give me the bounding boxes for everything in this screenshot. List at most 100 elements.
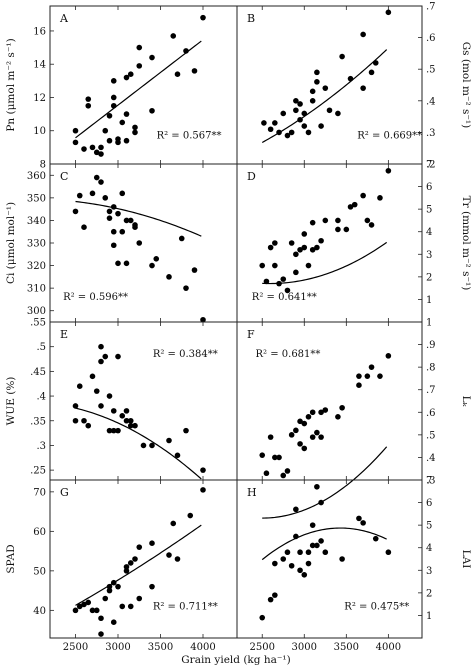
data-point xyxy=(85,422,92,429)
data-point xyxy=(305,549,312,556)
data-point xyxy=(267,434,274,440)
data-point xyxy=(110,408,117,414)
y-tick-label: 330 xyxy=(27,239,46,250)
y-tick-label: 5 xyxy=(426,205,432,216)
y-tick-label: 300 xyxy=(27,306,46,317)
data-point xyxy=(280,556,287,562)
data-point xyxy=(293,251,299,258)
data-point xyxy=(272,262,278,269)
data-point xyxy=(98,403,104,409)
y-axis-label: Gs (mol m⁻² s⁻¹) xyxy=(460,42,472,128)
data-point xyxy=(309,88,316,95)
data-point xyxy=(318,409,324,416)
y-tick-label: .25 xyxy=(30,466,46,477)
fit-curve xyxy=(262,446,388,519)
data-point xyxy=(288,562,295,569)
r2-label: R² = 0.475** xyxy=(344,602,409,613)
data-point xyxy=(136,544,143,550)
data-point xyxy=(368,364,375,370)
data-point xyxy=(335,414,341,420)
data-point xyxy=(178,235,185,242)
data-point xyxy=(123,564,130,570)
data-point xyxy=(110,619,117,625)
y-tick-label: 320 xyxy=(27,261,46,272)
data-point xyxy=(115,260,121,267)
y-tick-label: 10 xyxy=(33,126,46,137)
panel-d: 1 2 3 4 5 6 7 Tr (mmol m⁻² s⁻¹) D R² = 0.641** xyxy=(236,160,472,323)
data-point xyxy=(309,522,316,528)
data-point xyxy=(368,69,375,76)
data-point xyxy=(385,9,392,16)
data-point xyxy=(89,144,96,151)
data-point xyxy=(85,599,92,606)
data-point xyxy=(123,111,130,117)
panel-letter: C xyxy=(60,170,68,183)
data-point xyxy=(305,560,312,567)
y-tick-label: .3 xyxy=(426,476,436,487)
y-axis-label: Lₖ xyxy=(460,396,472,408)
data-point xyxy=(297,441,303,447)
data-point xyxy=(98,631,104,637)
y-tick-label: 350 xyxy=(27,193,46,204)
data-point xyxy=(293,427,299,434)
data-point xyxy=(351,201,358,208)
data-point xyxy=(356,373,362,379)
panel-letter: D xyxy=(247,170,256,183)
data-point xyxy=(115,583,121,590)
y-axis-label: Tr (mmol m⁻² s⁻¹) xyxy=(460,196,472,291)
panel-frame xyxy=(49,321,238,481)
data-point xyxy=(372,535,379,542)
data-point xyxy=(293,107,299,114)
data-point xyxy=(102,353,109,360)
data-point xyxy=(318,237,324,244)
y-axis-label: Ci (μmol mol⁻¹) xyxy=(5,202,17,284)
data-point xyxy=(153,255,160,262)
data-point xyxy=(127,71,134,77)
data-point xyxy=(119,228,126,235)
data-point xyxy=(76,603,83,610)
data-point xyxy=(81,417,87,424)
r2-label: R² = 0.681** xyxy=(256,349,321,360)
data-point xyxy=(123,137,130,144)
data-point xyxy=(127,603,134,610)
data-point xyxy=(115,136,121,142)
data-point xyxy=(297,549,303,556)
data-point xyxy=(149,583,155,590)
data-point xyxy=(110,427,117,434)
data-point xyxy=(76,192,83,199)
data-point xyxy=(272,240,278,246)
data-point xyxy=(356,382,362,389)
data-point xyxy=(297,101,303,107)
data-point xyxy=(347,204,354,210)
data-point xyxy=(284,468,291,474)
data-point xyxy=(284,132,291,139)
data-point xyxy=(326,107,333,114)
y-tick-label: .7 xyxy=(426,385,436,396)
data-point xyxy=(72,403,79,409)
data-point xyxy=(276,129,282,136)
data-point xyxy=(140,442,147,449)
r2-label: R² = 0.641** xyxy=(252,292,317,303)
y-axis-label: WUE (%) xyxy=(5,377,17,426)
y-tick-label: 12 xyxy=(33,93,46,104)
data-point xyxy=(293,269,299,276)
data-point xyxy=(301,231,308,237)
data-point xyxy=(284,549,291,556)
data-point xyxy=(72,607,79,614)
data-point xyxy=(322,549,329,556)
data-point xyxy=(98,358,104,365)
y-tick-label: 7 xyxy=(426,476,432,487)
data-point xyxy=(115,353,121,360)
data-point xyxy=(149,107,155,114)
panel-g: 2500 3000 3500 4000 40 50 60 70 SPAD G R² = 0.711*… xyxy=(5,479,238,653)
data-point xyxy=(115,427,121,434)
data-point xyxy=(136,63,143,69)
data-point xyxy=(377,195,383,201)
panel-a: 8 10 12 14 16 Pn (μmol m⁻² s⁻¹) A R² = 0.567** xyxy=(5,5,238,171)
data-point xyxy=(318,538,324,544)
data-point xyxy=(170,33,177,39)
y-tick-label: 2 xyxy=(426,272,432,283)
data-point xyxy=(263,470,270,477)
data-point xyxy=(93,607,100,614)
y-tick-label: .9 xyxy=(426,340,436,351)
